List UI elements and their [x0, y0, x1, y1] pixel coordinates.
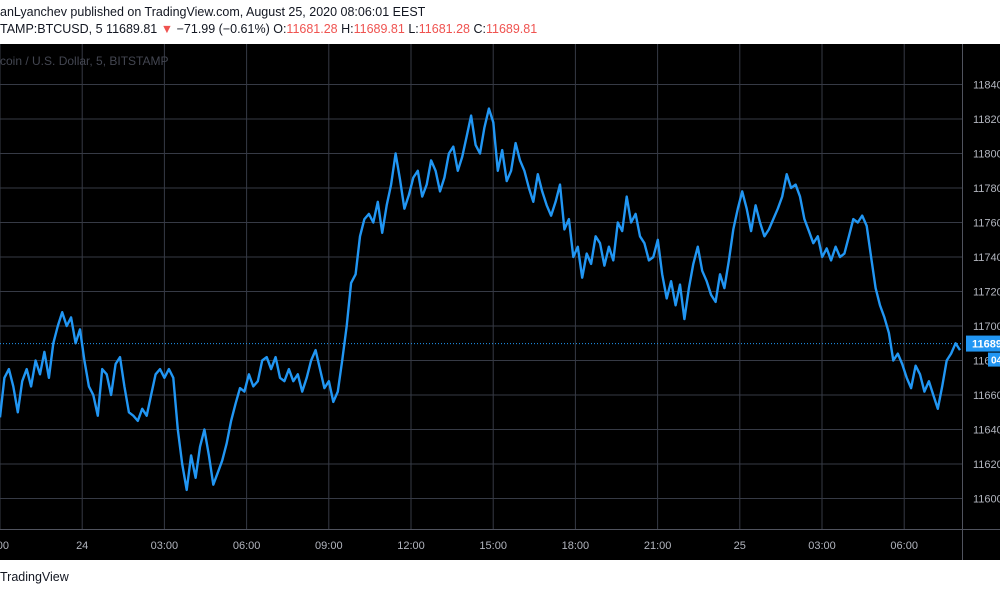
- last-price: 11689.81: [106, 22, 158, 36]
- high-value: 11689.81: [353, 22, 405, 36]
- y-tick-label: 11620: [973, 459, 1000, 471]
- y-tick-label: 11780: [973, 183, 1000, 195]
- down-arrow-icon: ▼: [160, 22, 174, 36]
- high-label: H:: [341, 22, 354, 36]
- x-tick-label: 25: [734, 540, 746, 552]
- x-tick-label: 09:00: [315, 540, 343, 552]
- price-chart[interactable]: coin / U.S. Dollar, 5, BITSTAMP 11840118…: [0, 44, 1000, 560]
- x-tick-label: 06:00: [890, 540, 918, 552]
- low-value: 11681.28: [418, 22, 470, 36]
- symbol-info-bar: TAMP:BTCUSD, 5 11689.81 ▼ −71.99 (−0.61%…: [0, 22, 537, 36]
- last-price-tag: 11689 04: [966, 335, 1000, 367]
- y-tick-label: 11840: [973, 80, 1000, 92]
- open-label: O:: [273, 22, 287, 36]
- x-tick-label: 24: [76, 540, 88, 552]
- symbol-label[interactable]: TAMP:BTCUSD, 5: [0, 22, 103, 36]
- low-label: L:: [408, 22, 419, 36]
- price-change: −71.99 (−0.61%): [176, 22, 270, 36]
- x-axis[interactable]: 00 24 03:00 06:00 09:00 12:00 15:00 18:00 21:00 2…: [0, 540, 918, 552]
- y-tick-label: 11640: [973, 425, 1000, 437]
- price-series-line: [0, 107, 962, 492]
- x-tick-label: 21:00: [644, 540, 672, 552]
- open-value: 11681.28: [286, 22, 338, 36]
- chart-watermark: coin / U.S. Dollar, 5, BITSTAMP: [0, 54, 169, 68]
- x-tick-label: 12:00: [397, 540, 425, 552]
- x-tick-label: 06:00: [233, 540, 261, 552]
- svg-text:04: 04: [991, 356, 1000, 367]
- publish-line: anLyanchev published on TradingView.com,…: [0, 5, 426, 19]
- y-tick-label: 11660: [973, 390, 1000, 402]
- chart-panel[interactable]: coin / U.S. Dollar, 5, BITSTAMP 11840 118…: [0, 44, 1000, 560]
- y-tick-label: 11600: [973, 494, 1000, 506]
- footer-brand[interactable]: TradingView: [0, 570, 69, 584]
- grid-lines: [0, 44, 1000, 560]
- x-tick-label: 03:00: [808, 540, 836, 552]
- y-tick-label: 11740: [973, 252, 1000, 264]
- y-tick-label: 11700: [973, 321, 1000, 333]
- y-tick-label: 11800: [973, 149, 1000, 161]
- y-tick-label: 11820: [973, 114, 1000, 126]
- y-axis[interactable]: 11840 11820 11800 11780 11760 11740 11720 11700…: [973, 80, 1000, 506]
- x-tick-label: 00: [0, 540, 9, 552]
- x-tick-label: 03:00: [151, 540, 179, 552]
- x-tick-label: 18:00: [562, 540, 590, 552]
- y-tick-label: 11760: [973, 218, 1000, 230]
- x-tick-label: 15:00: [479, 540, 507, 552]
- svg-text:11689: 11689: [972, 339, 1000, 351]
- y-tick-label: 11720: [973, 287, 1000, 299]
- close-value: 11689.81: [485, 22, 538, 36]
- close-label: C:: [473, 22, 486, 36]
